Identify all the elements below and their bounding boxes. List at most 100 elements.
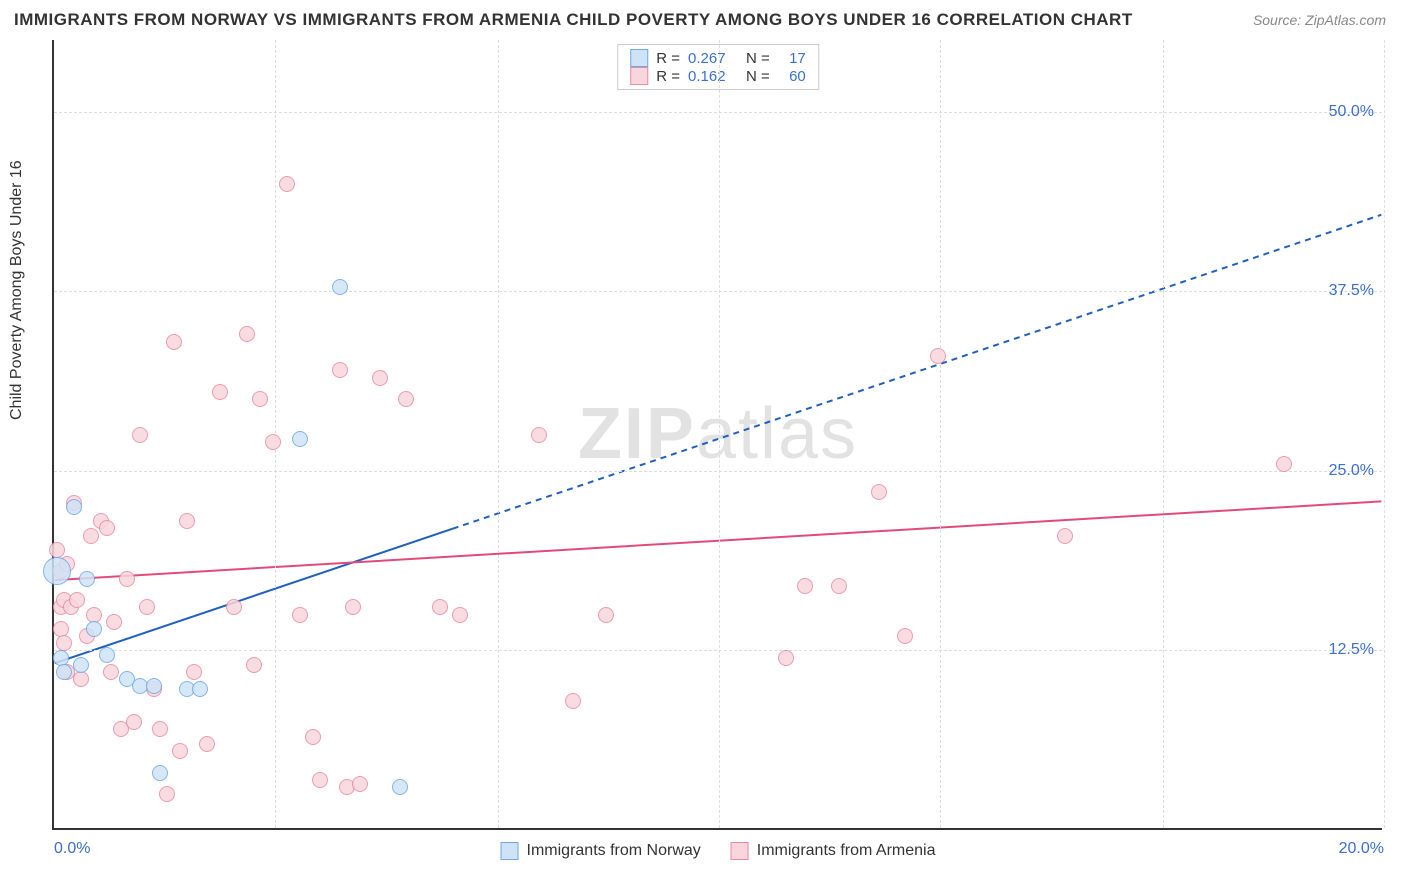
y-axis-label: Child Poverty Among Boys Under 16 — [8, 160, 26, 420]
watermark-atlas: atlas — [696, 394, 858, 474]
x-tick-label: 0.0% — [54, 840, 90, 858]
gridline-v — [1163, 40, 1164, 828]
scatter-point — [146, 678, 162, 694]
watermark-zip: ZIP — [578, 394, 696, 474]
legend-bottom: Immigrants from Norway Immigrants from Ar… — [501, 842, 936, 860]
scatter-point — [83, 528, 99, 544]
scatter-point — [179, 513, 195, 529]
scatter-point — [372, 370, 388, 386]
scatter-point — [565, 693, 581, 709]
scatter-point — [226, 599, 242, 615]
y-tick-label: 50.0% — [1329, 103, 1374, 121]
scatter-point — [292, 607, 308, 623]
gridline-v — [1384, 40, 1385, 828]
chart-title: IMMIGRANTS FROM NORWAY VS IMMIGRANTS FRO… — [14, 10, 1133, 30]
scatter-point — [152, 721, 168, 737]
scatter-point — [69, 592, 85, 608]
scatter-point — [152, 765, 168, 781]
scatter-point — [252, 391, 268, 407]
scatter-point — [305, 729, 321, 745]
scatter-point — [73, 671, 89, 687]
r-value: 0.267 — [688, 50, 738, 67]
legend-swatch — [731, 842, 749, 860]
n-label: N = — [746, 50, 770, 67]
scatter-point — [53, 621, 69, 637]
scatter-point — [930, 348, 946, 364]
scatter-point — [132, 427, 148, 443]
scatter-point — [172, 743, 188, 759]
n-value: 17 — [778, 50, 806, 67]
legend-swatch — [501, 842, 519, 860]
scatter-point — [99, 647, 115, 663]
scatter-point — [73, 657, 89, 673]
n-label: N = — [746, 68, 770, 85]
scatter-point — [265, 434, 281, 450]
watermark: ZIPatlas — [578, 393, 858, 475]
scatter-point — [66, 499, 82, 515]
plot-area: ZIPatlas R =0.267N =17R =0.162N =60 Immi… — [52, 40, 1382, 830]
scatter-point — [279, 176, 295, 192]
scatter-point — [246, 657, 262, 673]
legend-swatch — [630, 67, 648, 85]
scatter-point — [345, 599, 361, 615]
gridline-h — [54, 291, 1382, 292]
scatter-point — [1276, 456, 1292, 472]
scatter-point — [531, 427, 547, 443]
scatter-point — [897, 628, 913, 644]
scatter-point — [86, 621, 102, 637]
legend-stat-row: R = 0.162 N = 60 — [630, 67, 806, 85]
legend-stats: R = 0.267 N = 17 R = 0.162 N = 60 — [617, 44, 819, 90]
y-tick-label: 37.5% — [1329, 282, 1374, 300]
scatter-point — [49, 542, 65, 558]
scatter-point — [452, 607, 468, 623]
source-label: Source: ZipAtlas.com — [1253, 12, 1386, 28]
scatter-point — [212, 384, 228, 400]
gridline-h — [54, 650, 1382, 651]
scatter-point — [106, 614, 122, 630]
scatter-point — [292, 431, 308, 447]
n-value: 60 — [778, 68, 806, 85]
r-value: 0.162 — [688, 68, 738, 85]
legend-item: Immigrants from Norway — [501, 842, 701, 860]
scatter-point — [56, 664, 72, 680]
scatter-point — [332, 279, 348, 295]
scatter-point — [43, 557, 71, 585]
gridline-v — [498, 40, 499, 828]
scatter-point — [79, 571, 95, 587]
scatter-point — [797, 578, 813, 594]
scatter-point — [871, 484, 887, 500]
scatter-point — [778, 650, 794, 666]
scatter-point — [159, 786, 175, 802]
scatter-point — [392, 779, 408, 795]
legend-label: Immigrants from Norway — [527, 842, 701, 860]
scatter-point — [186, 664, 202, 680]
scatter-point — [126, 714, 142, 730]
r-label: R = — [656, 50, 680, 67]
gridline-v — [940, 40, 941, 828]
scatter-point — [119, 571, 135, 587]
legend-stat-row: R = 0.267 N = 17 — [630, 49, 806, 67]
scatter-point — [831, 578, 847, 594]
y-tick-label: 25.0% — [1329, 462, 1374, 480]
scatter-point — [239, 326, 255, 342]
scatter-point — [1057, 528, 1073, 544]
scatter-point — [432, 599, 448, 615]
scatter-point — [598, 607, 614, 623]
gridline-h — [54, 471, 1382, 472]
scatter-point — [53, 650, 69, 666]
scatter-point — [103, 664, 119, 680]
y-tick-label: 12.5% — [1329, 641, 1374, 659]
gridline-h — [54, 112, 1382, 113]
scatter-point — [332, 362, 348, 378]
scatter-point — [312, 772, 328, 788]
scatter-point — [166, 334, 182, 350]
r-label: R = — [656, 68, 680, 85]
scatter-point — [398, 391, 414, 407]
x-tick-label: 20.0% — [1339, 840, 1384, 858]
scatter-point — [199, 736, 215, 752]
scatter-point — [192, 681, 208, 697]
scatter-point — [352, 776, 368, 792]
legend-swatch — [630, 49, 648, 67]
legend-item: Immigrants from Armenia — [731, 842, 936, 860]
gridline-v — [719, 40, 720, 828]
